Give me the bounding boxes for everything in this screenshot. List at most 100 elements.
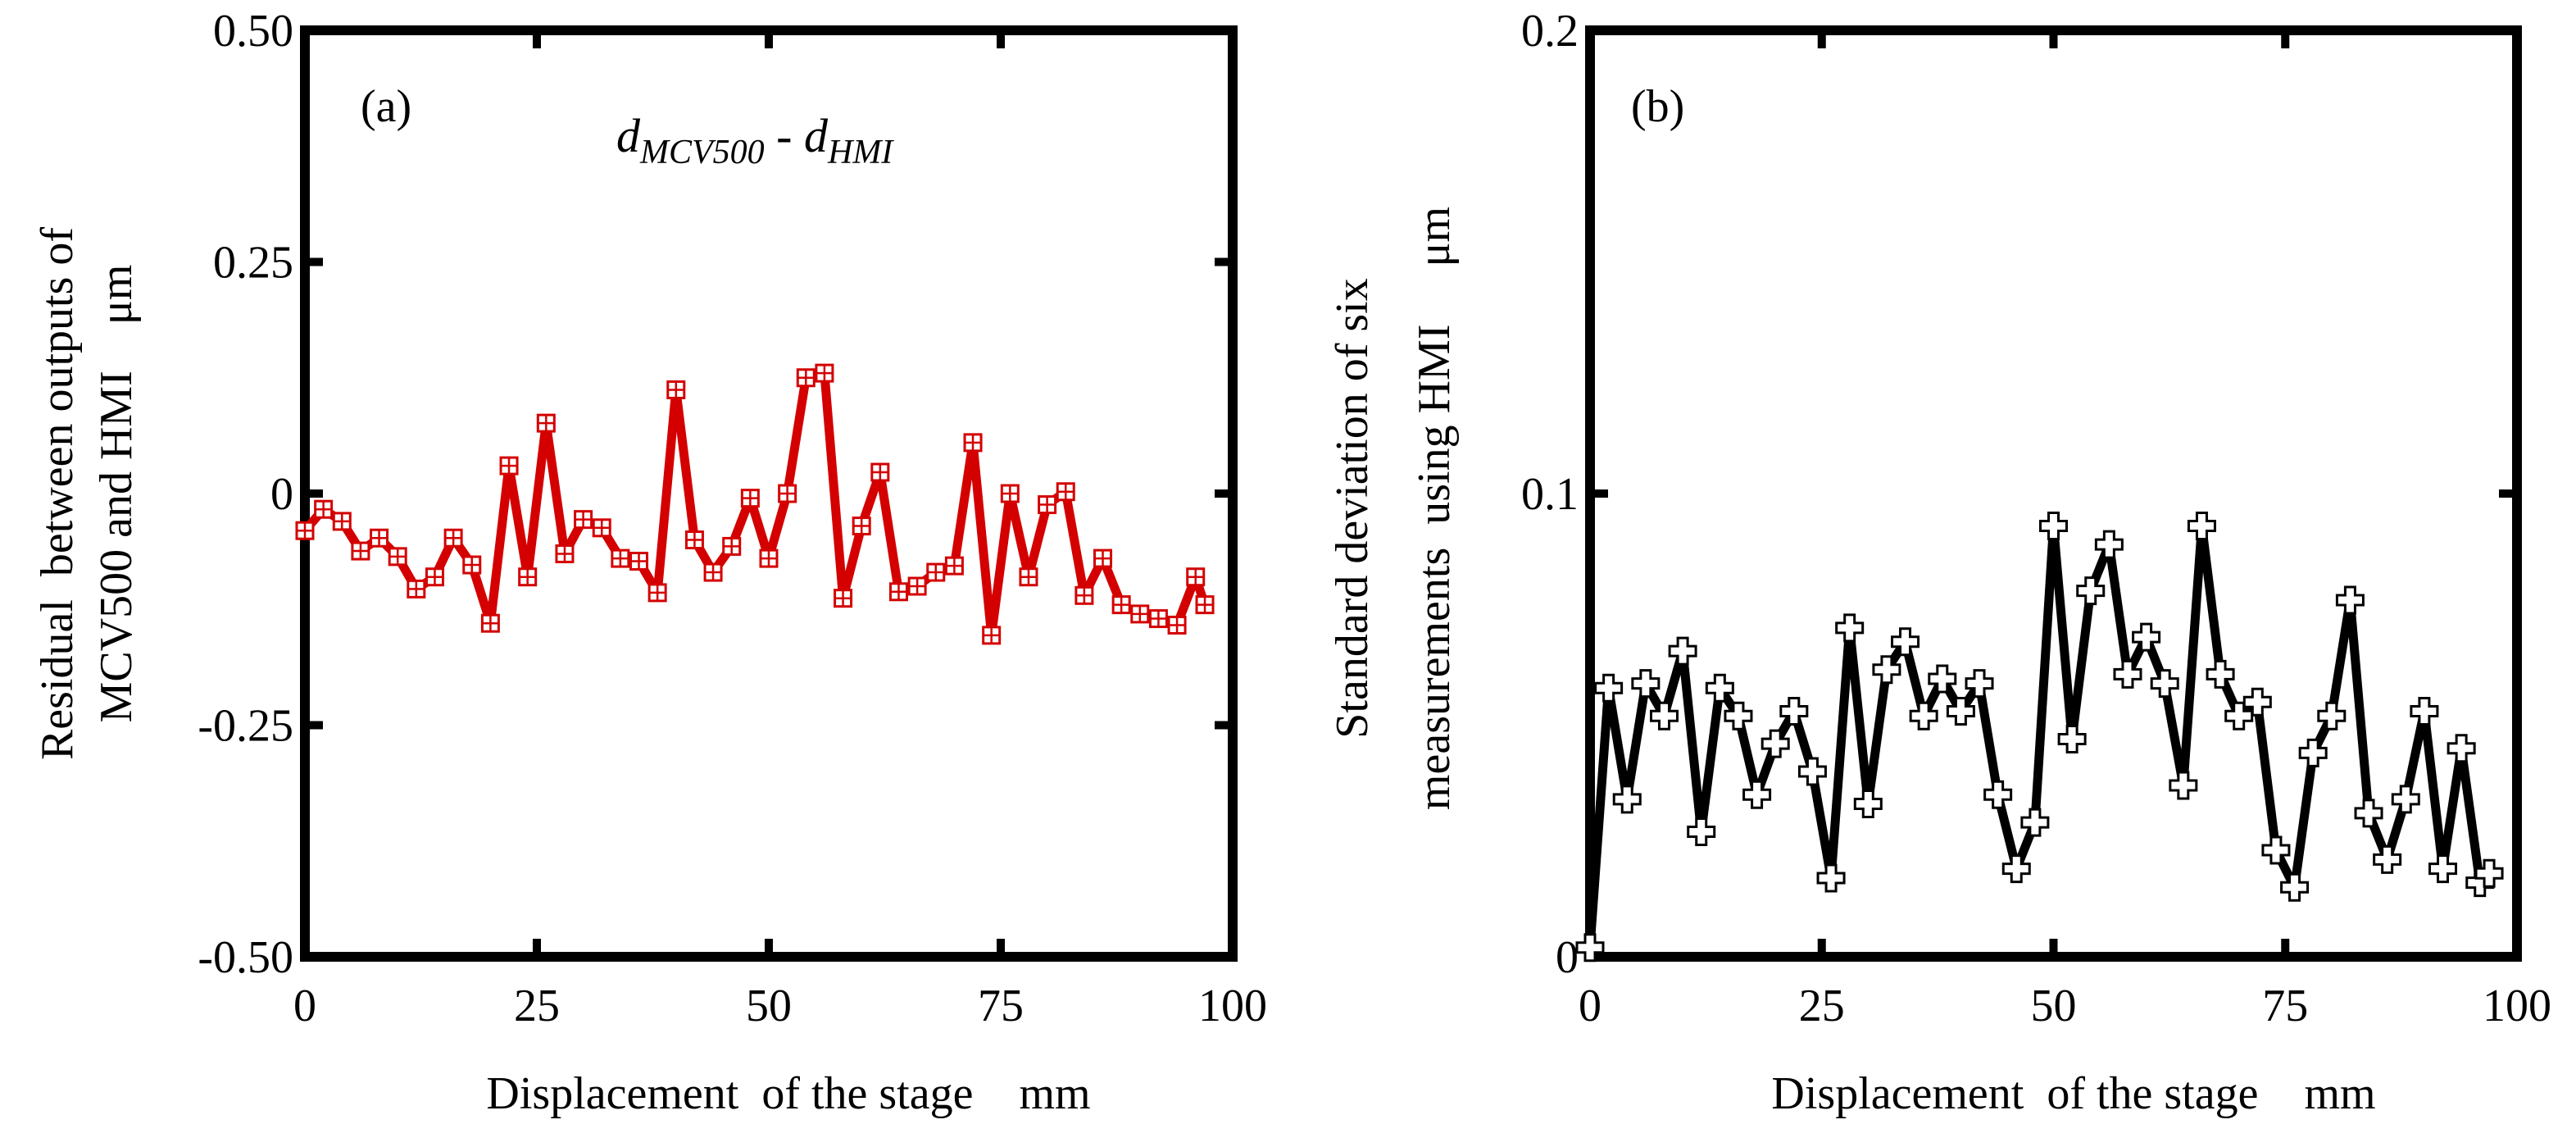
y-tick-label: -0.25	[198, 701, 293, 752]
data-point	[2113, 659, 2142, 689]
data-point	[963, 433, 983, 453]
data-point	[1909, 701, 1938, 731]
data-point	[592, 518, 611, 538]
data-point	[1835, 613, 1865, 643]
data-point	[684, 530, 704, 549]
x-tick-label: 50	[2031, 981, 2077, 1031]
data-point	[852, 517, 871, 536]
data-point	[759, 548, 779, 568]
y-tick-label: 0.50	[213, 6, 293, 57]
data-point	[629, 551, 649, 571]
data-point	[1111, 595, 1131, 615]
data-point	[574, 510, 593, 530]
data-point	[2410, 697, 2439, 726]
data-point	[2020, 808, 2050, 837]
data-point	[1816, 863, 1846, 893]
data-point	[1575, 933, 1605, 963]
data-point	[1186, 567, 1206, 587]
data-point	[834, 589, 853, 608]
data-point	[555, 544, 575, 563]
data-point	[351, 541, 370, 561]
data-point	[2317, 701, 2347, 731]
data-point	[1000, 484, 1020, 503]
data-point	[1631, 669, 1661, 699]
data-point	[1056, 482, 1075, 502]
x-tick-label: 25	[1799, 981, 1845, 1031]
data-point	[499, 456, 519, 476]
panel-a: -0.50 -0.25 0 0.25 0.50 0 25 50 75 100 (a) dMCV5…	[32, 6, 1267, 1119]
x-tick-label: 100	[1198, 981, 1267, 1031]
data-point	[1167, 615, 1187, 635]
x-tick-label: 75	[2262, 981, 2308, 1031]
data-point	[944, 556, 964, 576]
data-point	[907, 576, 927, 596]
panel-a-y-axis-label-line1: Residual between outputs of	[32, 227, 83, 760]
panel-b-x-tick-labels: 0 25 50 75 100	[1579, 981, 2551, 1031]
x-tick-label: 25	[514, 981, 560, 1031]
data-point	[1983, 780, 2013, 809]
panel-a-y-axis-label-line2: MCV500 and HMI μm	[91, 265, 142, 723]
y-tick-label: 0	[1556, 932, 1579, 983]
data-point	[2057, 724, 2087, 753]
data-point	[1130, 604, 1150, 624]
data-point	[1853, 790, 1883, 819]
panel-b: 0 0.1 0.2 0 25 50 75 100 (b) Displacement of t…	[1327, 6, 2551, 1119]
data-point	[388, 547, 407, 567]
data-point	[2261, 835, 2291, 865]
data-point	[2354, 799, 2383, 828]
x-tick-label: 100	[2483, 981, 2551, 1031]
data-point	[2150, 669, 2179, 699]
data-point	[1148, 609, 1168, 629]
data-point	[740, 489, 760, 508]
data-point	[1649, 701, 1679, 731]
data-point	[2076, 576, 2106, 606]
data-point	[1038, 495, 1057, 515]
data-point	[332, 512, 352, 531]
data-point	[778, 484, 797, 503]
data-point	[2428, 854, 2458, 884]
data-point	[611, 548, 630, 568]
data-point	[1742, 780, 1772, 809]
data-point	[2373, 844, 2402, 874]
y-tick-label: -0.50	[198, 932, 293, 983]
panel-b-y-axis-label-line1: Standard deviation of six	[1327, 278, 1378, 738]
panel-b-y-axis-label-line2: measurements using HMI μm	[1409, 207, 1460, 810]
data-point	[1946, 697, 1975, 726]
x-tick-label: 0	[293, 981, 316, 1031]
data-point	[1594, 673, 1624, 703]
y-tick-label: 0	[270, 469, 293, 520]
data-point	[462, 555, 482, 575]
panel-a-label: (a)	[361, 81, 411, 132]
y-tick-label: 0.1	[1521, 469, 1579, 520]
data-point	[518, 567, 538, 587]
data-point	[815, 363, 834, 383]
data-point	[1797, 757, 1827, 786]
data-point	[314, 499, 334, 519]
panel-a-x-tick-labels: 0 25 50 75 100	[293, 981, 1267, 1031]
y-tick-label: 0.25	[213, 238, 293, 289]
data-point	[425, 567, 444, 587]
data-point	[1872, 655, 1901, 685]
data-point	[1928, 664, 1957, 694]
data-point	[2474, 858, 2504, 888]
data-point	[2447, 734, 2476, 763]
panel-a-y-tick-labels: -0.50 -0.25 0 0.25 0.50	[198, 6, 293, 983]
data-point	[480, 613, 500, 633]
data-point	[2206, 659, 2235, 689]
data-point	[703, 562, 723, 582]
panel-a-annotation: dMCV500 - dHMI	[616, 109, 894, 171]
data-point	[2132, 622, 2161, 652]
data-point	[2335, 585, 2365, 615]
data-point	[2298, 738, 2328, 767]
panel-a-tick-marks	[301, 26, 1237, 961]
x-tick-label: 0	[1579, 981, 1601, 1031]
data-point	[370, 528, 389, 548]
panel-a-frame	[300, 25, 1238, 962]
panel-b-x-axis-label: Displacement of the stage mm	[1771, 1068, 2375, 1119]
data-point	[982, 626, 1002, 645]
data-point	[666, 380, 686, 399]
data-point	[536, 413, 556, 433]
panel-a-series	[295, 363, 1215, 645]
data-point	[295, 521, 315, 540]
panel-b-series	[1575, 512, 2504, 963]
